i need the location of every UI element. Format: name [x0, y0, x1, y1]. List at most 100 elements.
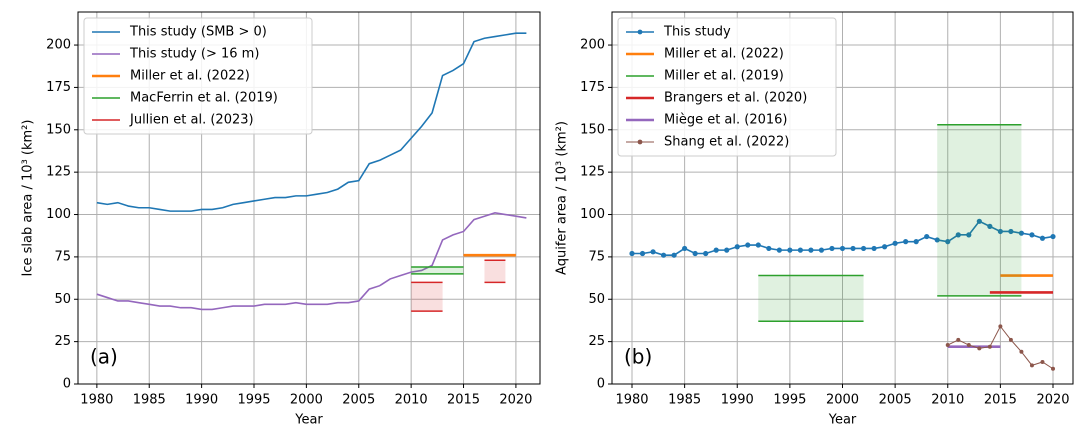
point — [1040, 359, 1045, 364]
x-tick-label: 2020 — [1036, 393, 1069, 408]
y-tick-label: 50 — [588, 292, 605, 307]
y-tick-label: 150 — [580, 122, 605, 137]
panel-label: (b) — [624, 345, 652, 369]
legend-label: Miller et al. (2022) — [664, 47, 784, 62]
y-tick-label: 125 — [46, 165, 71, 180]
point — [766, 245, 772, 252]
point — [692, 250, 698, 257]
range-band — [937, 124, 1022, 296]
point — [987, 223, 993, 229]
x-tick-label: 1990 — [721, 393, 754, 408]
y-tick-label: 100 — [580, 207, 605, 222]
point — [671, 252, 677, 258]
point — [903, 239, 909, 245]
plot-frame — [611, 11, 1074, 385]
x-tick-label: 2015 — [984, 393, 1017, 408]
point — [966, 343, 971, 348]
point — [660, 252, 667, 258]
x-tick-label: 2020 — [499, 393, 532, 408]
point — [1029, 363, 1034, 368]
legend-box — [617, 17, 837, 157]
point — [998, 324, 1003, 329]
legend: This study (SMB > 0) This study (> 16 m) M… — [83, 17, 313, 135]
series-line — [96, 212, 527, 311]
legend-label: Brangers et al. (2020) — [664, 91, 807, 106]
point — [1018, 230, 1025, 236]
x-tick-label: 1985 — [133, 393, 166, 408]
y-tick-label: 0 — [63, 377, 71, 392]
point — [1008, 337, 1013, 342]
range-band — [411, 282, 443, 312]
point — [755, 242, 761, 248]
point — [1008, 228, 1014, 235]
point — [987, 344, 992, 349]
point — [850, 245, 856, 252]
x-tick-label: 2015 — [447, 393, 480, 408]
series-line — [96, 32, 527, 212]
point — [966, 232, 972, 238]
y-tick-label: 200 — [46, 38, 71, 53]
legend-label: Miège et al. (2016) — [664, 113, 788, 128]
legend-label: Shang et al. (2022) — [664, 135, 789, 150]
y-tick-label: 75 — [588, 249, 605, 264]
y-axis-label: Ice slab area / 10³ (km²) — [21, 120, 36, 277]
point — [797, 247, 803, 253]
point — [1039, 235, 1046, 241]
point — [1029, 232, 1035, 238]
legend-label: Jullien et al. (2023) — [129, 113, 254, 128]
y-tick-label: 50 — [54, 292, 71, 307]
point — [629, 250, 635, 257]
range-band — [758, 275, 864, 322]
point — [713, 247, 719, 253]
point — [977, 346, 982, 351]
point — [703, 250, 709, 257]
legend-label: MacFerrin et al. (2019) — [130, 91, 278, 106]
point — [787, 247, 793, 253]
legend-label: This study (> 16 m) — [129, 47, 259, 62]
point — [818, 247, 825, 253]
x-tick-label: 2005 — [879, 393, 912, 408]
point — [945, 239, 951, 245]
legend-marker — [637, 29, 643, 35]
legend-label: Miller et al. (2019) — [664, 69, 784, 84]
y-tick-label: 0 — [597, 377, 605, 392]
plot-frame — [77, 11, 541, 385]
point — [745, 242, 751, 248]
legend-box — [83, 17, 313, 135]
point — [1050, 233, 1056, 240]
legend-label: This study — [663, 25, 731, 40]
point — [913, 239, 919, 245]
y-tick-label: 175 — [46, 80, 71, 95]
point — [724, 247, 730, 253]
point — [976, 218, 982, 224]
x-tick-label: 1985 — [668, 393, 701, 408]
x-axis-label: Year — [294, 413, 323, 428]
y-tick-label: 125 — [580, 165, 605, 180]
y-tick-label: 25 — [54, 334, 71, 349]
x-axis-label: Year — [828, 413, 857, 428]
point — [860, 245, 867, 252]
y-tick-label: 150 — [46, 122, 71, 137]
legend-marker — [637, 139, 643, 145]
point — [839, 245, 846, 252]
x-tick-label: 2000 — [826, 393, 859, 408]
legend-label: This study (SMB > 0) — [129, 25, 267, 40]
x-tick-label: 2005 — [342, 393, 375, 408]
point — [955, 232, 961, 238]
point — [934, 237, 940, 243]
x-tick-label: 1990 — [185, 393, 218, 408]
range-band — [484, 260, 506, 283]
legend-label: Miller et al. (2022) — [130, 69, 250, 84]
range-band — [411, 267, 464, 274]
y-tick-label: 175 — [580, 80, 605, 95]
point — [945, 343, 950, 348]
point — [776, 247, 782, 253]
point — [808, 247, 814, 253]
point — [1051, 366, 1056, 371]
y-tick-label: 75 — [54, 249, 71, 264]
point — [682, 245, 688, 252]
y-tick-label: 100 — [46, 207, 71, 222]
point — [871, 245, 877, 252]
panel-label: (a) — [90, 345, 118, 369]
